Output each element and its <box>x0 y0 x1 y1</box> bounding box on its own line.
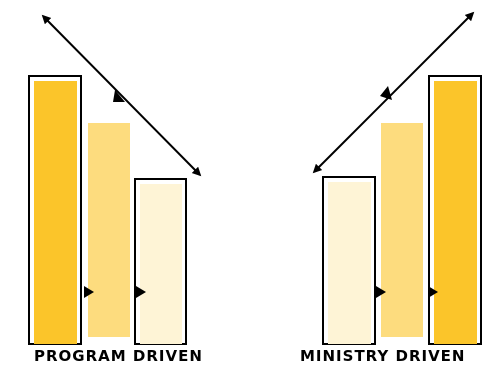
caption-ministry-driven: MINISTRY DRIVEN <box>300 347 466 365</box>
bar-right-dark <box>434 81 477 344</box>
bar-left-dark <box>34 81 77 344</box>
bar-right-light <box>328 182 371 344</box>
bar-left-light <box>140 184 182 344</box>
trend-arrow-midpoint-head <box>113 90 125 102</box>
step-arrow-right-2 <box>428 286 438 298</box>
bar-right-medium <box>381 123 423 337</box>
step-arrow-left-2 <box>136 286 146 298</box>
step-arrow-left-1 <box>84 286 94 298</box>
panel-program-driven <box>28 14 202 345</box>
trend-arrow-down-right <box>41 14 202 177</box>
trend-arrow-midpoint-head-right <box>380 86 392 100</box>
trend-arrow-up-right <box>312 11 475 174</box>
panel-ministry-driven <box>312 11 482 345</box>
step-arrow-right-1 <box>376 286 386 298</box>
bar-left-medium <box>88 123 130 337</box>
caption-program-driven: PROGRAM DRIVEN <box>34 347 203 365</box>
